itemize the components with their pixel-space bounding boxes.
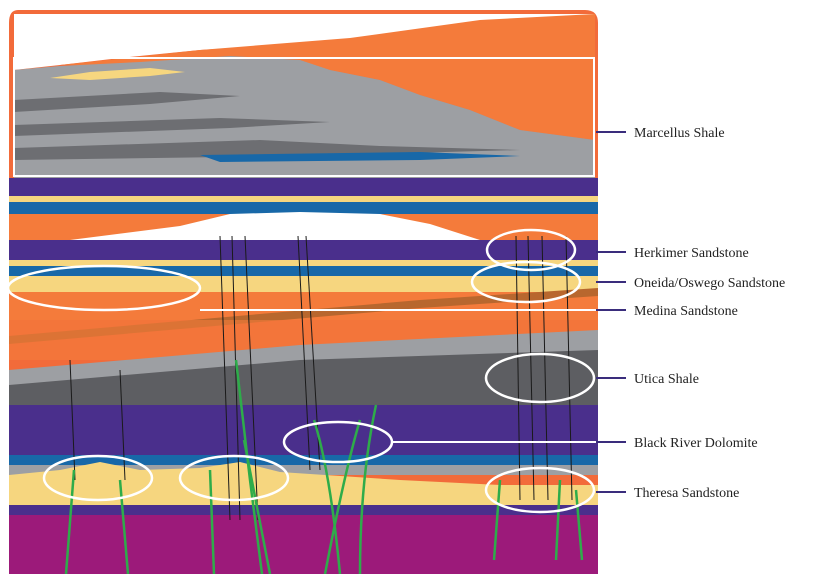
leader-connectors <box>200 309 596 443</box>
marcellus-dark-tongue-3 <box>14 140 520 160</box>
label-utica-shale: Utica Shale <box>634 372 699 387</box>
purple-band-3 <box>9 405 598 455</box>
theresa-highlight-ellipse-mid <box>178 454 290 502</box>
medina-highlight-ellipse <box>6 264 202 312</box>
marcellus-blue-lens <box>200 152 520 162</box>
fault-line <box>219 235 231 521</box>
label-black-river-dolomite: Black River Dolomite <box>634 436 758 451</box>
fault-line <box>69 359 76 481</box>
fracture-line <box>492 479 502 561</box>
blue-band-1 <box>9 202 598 214</box>
marcellus-dark-tongue-2 <box>14 118 330 136</box>
fracture-line <box>554 479 562 561</box>
leader-lines <box>596 131 626 493</box>
fracture-line <box>312 419 342 574</box>
highlight-ellipses <box>6 228 596 514</box>
sand-band-3 <box>9 276 598 292</box>
gray-band-lower <box>9 465 598 475</box>
fault-line <box>541 235 549 501</box>
fault-line <box>244 235 259 521</box>
label-oneida-oswego-sandstone: Oneida/Oswego Sandstone <box>634 276 785 291</box>
fracture-lines <box>64 359 584 574</box>
fault-line <box>527 235 535 501</box>
label-marcellus-shale: Marcellus Shale <box>634 126 725 141</box>
upper-orange-layer <box>60 14 595 140</box>
utica-dark-layer <box>9 350 598 410</box>
label-medina-sandstone: Medina Sandstone <box>634 304 738 319</box>
fault-line <box>297 235 311 471</box>
theresa-highlight-ellipse-left <box>42 454 154 502</box>
fracture-line <box>574 489 584 561</box>
basement-layer <box>9 515 598 574</box>
fault-line <box>119 369 126 481</box>
fracture-line <box>64 469 76 574</box>
strata-group <box>9 14 598 574</box>
label-herkimer-sandstone: Herkimer Sandstone <box>634 246 749 261</box>
fracture-line <box>234 359 264 574</box>
label-theresa-sandstone: Theresa Sandstone <box>634 486 739 501</box>
fault-line <box>565 235 573 501</box>
marcellus-sand-lens <box>50 68 185 80</box>
fracture-line <box>118 479 130 574</box>
fracture-line <box>358 404 378 574</box>
fault-line <box>515 235 521 501</box>
blue-band-3 <box>9 455 598 465</box>
fracture-line <box>323 419 362 574</box>
purple-band-2 <box>9 240 598 260</box>
oneida-highlight-ellipse <box>470 260 582 304</box>
fault-line <box>231 235 241 521</box>
theresa-sand-layer <box>9 462 598 505</box>
theresa-highlight-ellipse-right <box>484 466 596 514</box>
blue-band-2 <box>9 266 598 276</box>
marcellus-dark-tongue-1 <box>14 92 240 112</box>
utica-highlight-ellipse <box>484 352 596 404</box>
purple-band-1 <box>9 178 598 196</box>
white-lens <box>70 212 480 240</box>
fracture-line <box>242 439 272 574</box>
purple-band-4 <box>9 505 598 515</box>
sand-band-2 <box>9 260 598 266</box>
fracture-line <box>208 469 216 574</box>
herkimer-highlight-ellipse <box>485 228 577 272</box>
sand-band-1 <box>9 196 598 202</box>
marcellus-highlight-box <box>13 57 595 177</box>
